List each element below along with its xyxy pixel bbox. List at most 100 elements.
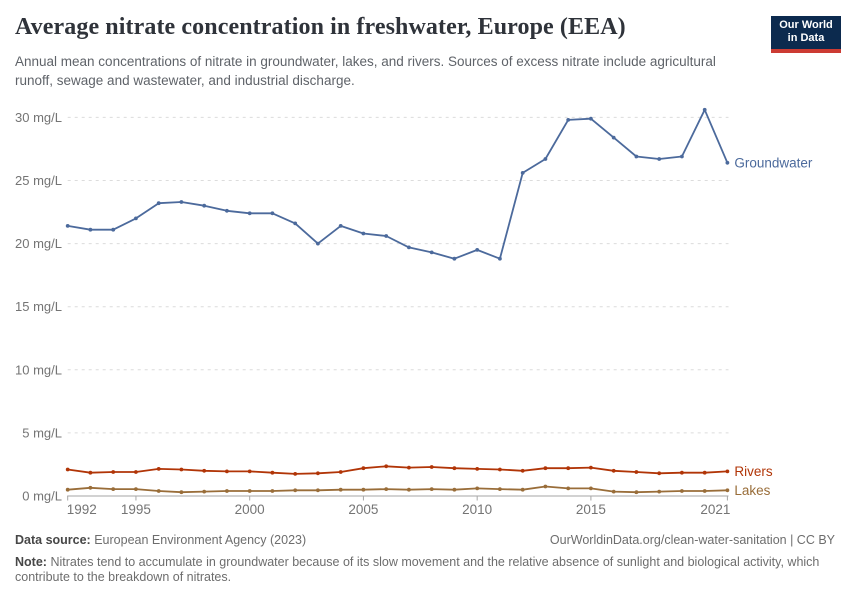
- data-point-lakes-2007: [407, 487, 411, 492]
- data-point-rivers-2010: [475, 467, 480, 471]
- data-point-groundwater-2008: [429, 250, 434, 255]
- data-point-rivers-1993: [88, 470, 93, 475]
- data-point-rivers-2009: [452, 466, 457, 471]
- data-point-groundwater-2012: [520, 171, 525, 175]
- data-point-rivers-1997: [179, 467, 184, 472]
- data-point-rivers-2016: [611, 468, 616, 473]
- data-point-lakes-2021: [725, 488, 730, 493]
- data-point-rivers-2005: [361, 466, 366, 471]
- x-tick-label-2015: 2015: [576, 502, 606, 517]
- nitrate-line-chart: 0 mg/L 5 mg/L 10 mg/L 15 mg/L 20 mg/L 25 mg/L…: [15, 107, 813, 517]
- data-point-lakes-2011: [498, 487, 502, 491]
- chart-note: Note: Nitrates tend to accumulate in gro…: [15, 555, 835, 585]
- data-point-groundwater-2013: [543, 157, 548, 161]
- data-point-groundwater-1997: [179, 200, 184, 204]
- data-point-lakes-1995: [134, 487, 138, 491]
- data-point-lakes-1992: [65, 487, 70, 492]
- series-line-groundwater: [66, 108, 729, 260]
- y-tick-label-0: 0 mg/L: [22, 489, 62, 504]
- data-point-lakes-2002: [293, 488, 298, 493]
- data-point-rivers-2017: [634, 470, 639, 474]
- page-title: Average nitrate concentration in freshwa…: [15, 14, 626, 40]
- data-source-label: Data source:: [15, 533, 91, 547]
- owid-logo-line2: in Data: [787, 32, 825, 44]
- data-point-groundwater-1998: [202, 203, 207, 208]
- data-point-lakes-2018: [657, 489, 662, 494]
- x-tick-label-2010: 2010: [462, 502, 492, 517]
- data-point-groundwater-2002: [293, 221, 298, 226]
- data-point-groundwater-2017: [634, 154, 639, 159]
- data-point-groundwater-1996: [156, 201, 161, 206]
- footer-source-row: Data source: European Environment Agency…: [15, 533, 835, 547]
- data-point-lakes-2010: [475, 486, 480, 491]
- owid-logo: Our World in Data: [771, 16, 841, 53]
- data-point-groundwater-1995: [134, 216, 138, 221]
- data-point-lakes-1993: [88, 485, 93, 490]
- data-point-lakes-2009: [452, 487, 457, 492]
- data-point-lakes-2017: [634, 490, 639, 495]
- data-point-groundwater-2006: [384, 234, 389, 238]
- chart-footer: Data source: European Environment Agency…: [15, 533, 835, 585]
- data-source: Data source: European Environment Agency…: [15, 533, 306, 547]
- data-point-groundwater-2021: [725, 160, 730, 165]
- series-line-lakes: [66, 485, 729, 494]
- data-source-text: European Environment Agency (2023): [94, 533, 307, 547]
- series-label-rivers: Rivers: [734, 464, 773, 479]
- data-point-lakes-2006: [384, 487, 389, 491]
- data-point-rivers-1999: [225, 469, 229, 474]
- data-point-lakes-2020: [702, 489, 707, 493]
- data-point-groundwater-2019: [680, 154, 684, 159]
- data-point-lakes-2014: [566, 486, 571, 491]
- data-point-lakes-2004: [338, 487, 343, 492]
- data-point-groundwater-1993: [88, 227, 93, 232]
- data-point-groundwater-2014: [566, 118, 571, 122]
- owid-logo-text: Our World in Data: [771, 16, 841, 49]
- data-point-lakes-1999: [225, 489, 229, 493]
- data-point-rivers-2019: [680, 470, 684, 475]
- data-point-rivers-2001: [270, 470, 275, 475]
- data-point-rivers-1995: [134, 470, 138, 474]
- data-point-lakes-2016: [611, 489, 616, 494]
- data-point-rivers-2006: [384, 464, 389, 469]
- data-point-groundwater-2001: [270, 211, 275, 216]
- data-point-rivers-2004: [338, 470, 343, 474]
- data-point-rivers-2002: [293, 472, 298, 476]
- data-point-rivers-2021: [725, 469, 730, 474]
- owid-logo-bar: [771, 49, 841, 53]
- owid-logo-line1: Our World: [779, 19, 833, 31]
- data-point-groundwater-1994: [111, 227, 116, 232]
- y-tick-label-5: 5 mg/L: [22, 425, 62, 440]
- attribution-text: OurWorldinData.org/clean-water-sanitatio…: [549, 533, 835, 547]
- data-point-rivers-2000: [247, 469, 252, 474]
- chart-note-text: Nitrates tend to accumulate in groundwat…: [15, 555, 820, 584]
- data-point-groundwater-2009: [452, 256, 457, 261]
- data-point-lakes-2015: [589, 486, 593, 491]
- data-point-rivers-1992: [65, 467, 70, 472]
- data-point-lakes-1996: [156, 489, 161, 493]
- data-point-rivers-1996: [156, 467, 161, 471]
- data-point-rivers-2011: [498, 467, 502, 472]
- data-point-groundwater-2007: [407, 245, 411, 250]
- data-point-groundwater-2000: [247, 211, 252, 216]
- data-point-groundwater-2016: [611, 135, 616, 140]
- data-point-rivers-2012: [520, 468, 525, 473]
- data-point-rivers-1998: [202, 468, 207, 473]
- series-label-lakes: Lakes: [734, 483, 770, 498]
- data-point-lakes-2005: [361, 487, 366, 492]
- y-tick-label-10: 10 mg/L: [15, 362, 62, 377]
- data-point-groundwater-2005: [361, 231, 366, 236]
- y-tick-label-30: 30 mg/L: [15, 110, 62, 125]
- x-tick-label-1995: 1995: [121, 502, 151, 517]
- x-tick-label-2021: 2021: [700, 502, 730, 517]
- data-point-rivers-1994: [111, 470, 116, 474]
- data-point-lakes-2013: [543, 484, 548, 489]
- series-label-groundwater: Groundwater: [734, 155, 813, 170]
- data-point-lakes-1997: [179, 490, 184, 495]
- x-tick-label-2000: 2000: [235, 502, 265, 517]
- data-point-groundwater-2018: [657, 157, 662, 161]
- x-tick-label-1992: 1992: [67, 502, 97, 517]
- y-tick-label-25: 25 mg/L: [15, 173, 62, 188]
- data-point-rivers-2018: [657, 471, 662, 476]
- data-point-rivers-2003: [316, 471, 320, 476]
- y-tick-label-20: 20 mg/L: [15, 236, 62, 251]
